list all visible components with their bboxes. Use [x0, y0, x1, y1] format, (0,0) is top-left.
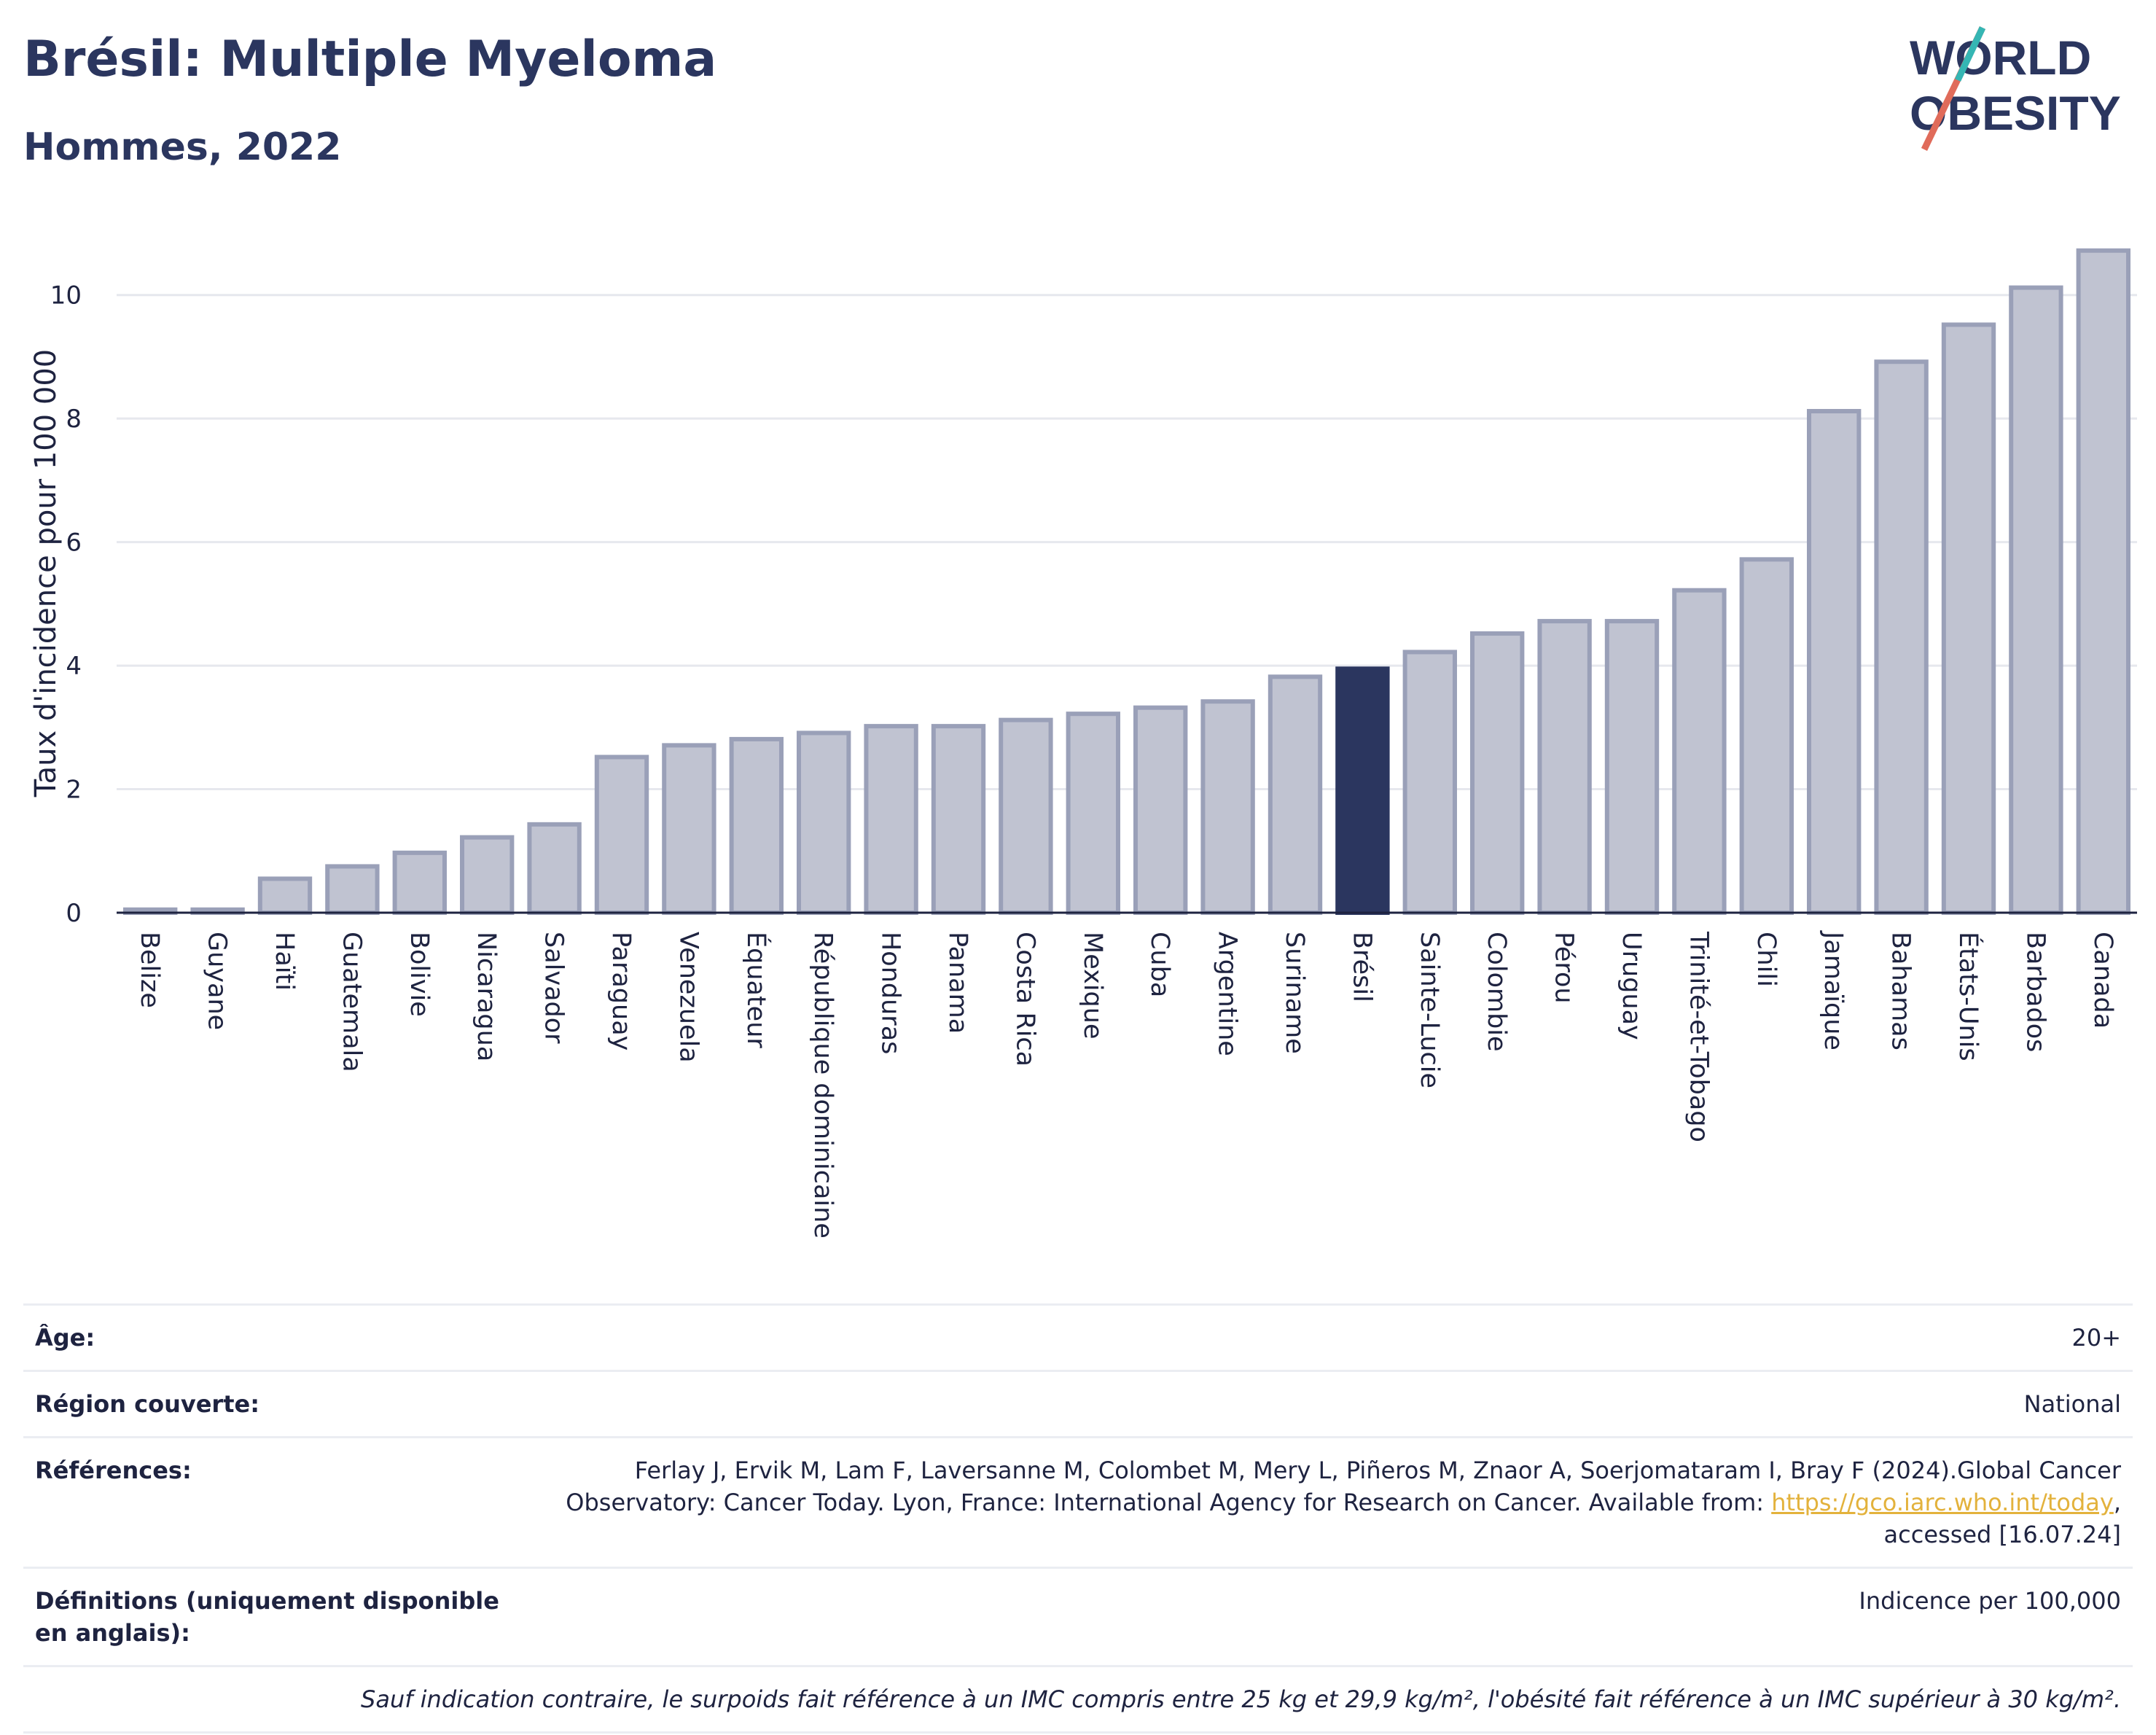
x-tick-label: Haïti: [270, 932, 299, 991]
x-tick-label: Suriname: [1280, 932, 1309, 1054]
y-tick-label: 10: [50, 281, 82, 311]
bar-République dominicaine: [797, 730, 851, 916]
y-tick-label: 2: [66, 776, 82, 805]
bar-Costa Rica: [999, 717, 1053, 915]
region-label: Région couverte:: [35, 1390, 259, 1418]
bar-Haïti: [257, 876, 313, 916]
x-tick-label: Bahamas: [1886, 932, 1915, 1050]
info-table: Âge: 20+ Région couverte: National Référ…: [23, 1303, 2133, 1734]
bar-Brésil: [1335, 666, 1390, 915]
y-axis-label: Taux d'incidence pour 100 000: [29, 349, 63, 798]
bars: [123, 248, 2130, 916]
bar-États-Unis: [1941, 322, 1996, 915]
y-tick-label: 8: [66, 405, 82, 434]
x-tick-label: Brésil: [1347, 932, 1376, 1002]
bar-Uruguay: [1604, 619, 1660, 915]
references-value: Ferlay J, Ervik M, Lam F, Laversanne M, …: [566, 1457, 2121, 1548]
logo-word-world: WORLD: [1910, 31, 2091, 85]
bar-Salvador: [527, 822, 582, 915]
x-tick-label: Guyane: [203, 932, 232, 1030]
info-row-definitions: Définitions (uniquement disponible en an…: [23, 1567, 2133, 1665]
x-tick-label: Trinité-et-Tobago: [1684, 931, 1713, 1142]
x-axis-labels: Belize Guyane Haïti Guatemala Bolivie Nicarag…: [135, 930, 2117, 1239]
grid-lines: [117, 294, 2137, 791]
chart-title: Brésil: Multiple Myeloma: [23, 31, 717, 88]
x-tick-label: Nicaragua: [472, 932, 501, 1061]
x-tick-label: Belize: [135, 932, 164, 1008]
bar-chart: 0 2 4 6 8 10 Belize Guyane Haïti Guatemala Bolivi…: [29, 248, 2137, 1239]
bar-Venezuela: [662, 743, 716, 916]
bar-Pérou: [1537, 619, 1592, 915]
bar-Argentine: [1200, 699, 1255, 915]
bar-Mexique: [1066, 711, 1120, 915]
x-tick-label: Honduras: [876, 932, 905, 1054]
x-tick-label: Équateur: [741, 932, 772, 1048]
x-tick-label: Paraguay: [606, 932, 636, 1050]
age-label: Âge:: [35, 1324, 95, 1352]
bar-Honduras: [864, 724, 918, 916]
definitions-value: Indicence per 100,000: [1859, 1587, 2121, 1615]
bar-Cuba: [1133, 705, 1188, 915]
x-tick-label: Canada: [2088, 932, 2117, 1029]
chart-subtitle: Hommes, 2022: [23, 125, 342, 169]
x-tick-label: Cuba: [1145, 932, 1174, 997]
references-link[interactable]: https://gco.iarc.who.int/today: [1771, 1489, 2114, 1516]
bar-Équateur: [729, 736, 784, 916]
bar-Chili: [1739, 557, 1794, 915]
note-text: Sauf indication contraire, le surpoids f…: [361, 1685, 2121, 1713]
x-tick-label: Pérou: [1550, 932, 1579, 1004]
bar-Nicaragua: [460, 835, 515, 915]
age-value: 20+: [2071, 1324, 2121, 1352]
x-tick-label: Mexique: [1078, 932, 1107, 1040]
x-tick-label: Colombie: [1482, 932, 1511, 1052]
region-value: National: [2023, 1390, 2121, 1418]
x-tick-label: Jamaïque: [1819, 930, 1848, 1050]
x-tick-label: Salvador: [539, 932, 569, 1044]
info-row-region: Région couverte: National: [23, 1370, 2133, 1436]
y-tick-label: 4: [66, 652, 82, 681]
x-tick-label: Bolivie: [405, 932, 434, 1017]
x-tick-label: Guatemala: [337, 932, 366, 1072]
x-tick-label: Sainte-Lucie: [1415, 932, 1444, 1088]
x-tick-label: Costa Rica: [1010, 932, 1039, 1067]
info-note: Sauf indication contraire, le surpoids f…: [23, 1665, 2133, 1734]
bar-Colombie: [1470, 631, 1525, 915]
x-tick-label: Panama: [943, 932, 972, 1034]
references-label: Références:: [35, 1457, 192, 1484]
x-tick-label: États-Unis: [1953, 932, 1984, 1061]
bar-Bahamas: [1874, 359, 1929, 915]
x-tick-label: Argentine: [1213, 932, 1242, 1056]
y-tick-label: 0: [66, 899, 82, 928]
bar-Sainte-Lucie: [1402, 650, 1457, 916]
bar-Guatemala: [325, 864, 380, 916]
bar-Canada: [2076, 248, 2130, 915]
x-tick-label: République dominicaine: [808, 932, 837, 1239]
bar-Trinité-et-Tobago: [1672, 588, 1727, 915]
x-tick-label: Venezuela: [673, 932, 703, 1063]
bar-Paraguay: [594, 755, 649, 916]
bar-Jamaïque: [1807, 409, 1862, 915]
bar-Barbados: [2009, 285, 2063, 915]
x-tick-label: Barbados: [2020, 932, 2050, 1052]
bar-Panama: [931, 724, 986, 916]
info-row-age: Âge: 20+: [23, 1303, 2133, 1370]
y-axis-ticks: 0 2 4 6 8 10: [50, 281, 82, 928]
y-tick-label: 6: [66, 529, 82, 558]
bar-Bolivie: [392, 850, 447, 916]
x-tick-label: Uruguay: [1617, 932, 1646, 1040]
world-obesity-logo: WORLD OBESITY: [1910, 26, 2121, 151]
bar-Suriname: [1268, 674, 1323, 915]
info-row-references: Références: Ferlay J, Ervik M, Lam F, La…: [23, 1436, 2133, 1567]
definitions-label: Définitions (uniquement disponible en an…: [35, 1587, 499, 1647]
x-tick-label: Chili: [1751, 932, 1781, 987]
